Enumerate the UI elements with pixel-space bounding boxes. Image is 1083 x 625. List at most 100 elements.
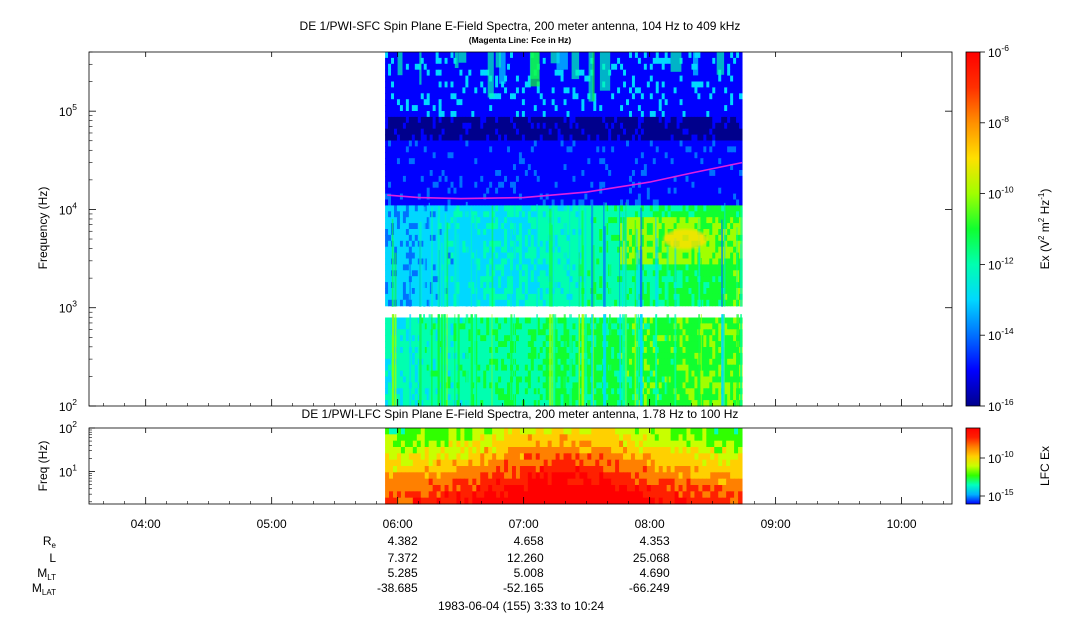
sfc-cell [555,211,558,218]
sfc-cell [525,253,528,260]
sfc-cell [727,146,730,153]
sfc-cell [400,288,403,295]
sfc-cell [575,182,578,189]
sfc-cell [644,194,647,201]
sfc-cell [703,176,706,183]
sfc-cell [528,217,531,224]
sfc-cell [647,241,650,248]
sfc-cell [721,135,724,142]
sfc-cell [480,76,483,83]
sfc-cell [427,111,430,118]
sfc-cell [736,64,739,71]
sfc-cell [486,294,489,301]
sfc-cell [397,264,400,271]
sfc-cell [516,282,519,289]
sfc-cell [424,194,427,201]
sfc-cell [665,64,668,71]
sfc-cell [715,235,718,242]
sfc-cell [492,135,495,142]
sfc-cell [388,152,391,159]
sfc-cell [730,235,733,242]
sfc-cell [451,164,454,171]
sfc-cell [718,87,721,94]
sfc-cell [572,247,575,254]
sfc-cell [644,241,647,248]
sfc-cell [406,76,409,83]
sfc-cell [736,135,739,142]
sfc-cell [430,117,433,124]
sfc-cell [650,229,653,236]
sfc-cell [459,141,462,148]
sfc-cell [412,182,415,189]
sfc-cell [558,70,561,77]
sfc-cell [433,146,436,153]
sfc-cell [697,182,700,189]
sfc-cell [409,141,412,148]
sfc-cell [477,182,480,189]
sfc-cell [721,152,724,159]
sfc-cell [683,93,686,100]
sfc-cell [459,87,462,94]
sfc-cell [388,70,391,77]
sfc-cell [665,158,668,165]
sfc-cell [680,76,683,83]
sfc-cell [519,176,522,183]
sfc-cell [602,158,605,165]
sfc-cell [474,141,477,148]
sfc-cell [596,264,599,271]
sfc-cell [599,129,602,136]
sfc-cell [703,141,706,148]
sfc-cell [412,211,415,218]
sfc-cell [519,87,522,94]
sfc-cell [448,70,451,77]
sfc-cell [492,194,495,201]
sfc-cell [406,270,409,277]
sfc-cell [656,164,659,171]
sfc-cell [608,129,611,136]
sfc-cell [599,217,602,224]
sfc-cell [433,217,436,224]
sfc-cell [572,253,575,260]
sfc-cell [546,76,549,83]
sfc-cell [522,158,525,165]
sfc-cell [706,158,709,165]
sfc-cell [730,247,733,254]
sfc-cell [388,223,391,230]
sfc-cell [462,152,465,159]
sfc-cell [686,117,689,124]
sfc-cell [433,70,436,77]
sfc-cell [409,241,412,248]
sfc-cell [498,182,501,189]
sfc-cell [546,194,549,201]
sfc-cell [501,170,504,177]
sfc-cell [388,170,391,177]
sfc-cell [647,282,650,289]
sfc-cell [519,247,522,254]
sfc-cell [504,235,507,242]
sfc-cell [608,123,611,130]
sfc-cell [474,105,477,112]
sfc-cell [712,64,715,71]
sfc-cell [596,99,599,106]
sfc-cell [477,270,480,277]
sfc-cell [724,194,727,201]
sfc-cell [691,129,694,136]
sfc-cell [543,93,546,100]
sfc-cell [727,288,730,295]
sfc-cell [388,52,391,59]
sfc-cell [564,76,567,83]
sfc-cell [611,164,614,171]
sfc-cell [522,170,525,177]
sfc-cell [665,217,668,224]
sfc-cell [629,135,632,142]
sfc-cell [439,146,442,153]
sfc-cell [400,264,403,271]
sfc-cell [501,217,504,224]
sfc-cell [436,87,439,94]
sfc-cell [709,288,712,295]
sfc-cell [510,64,513,71]
sfc-cell [462,182,465,189]
sfc-cell [421,194,424,201]
sfc-cell [525,152,528,159]
sfc-cell [415,99,418,106]
